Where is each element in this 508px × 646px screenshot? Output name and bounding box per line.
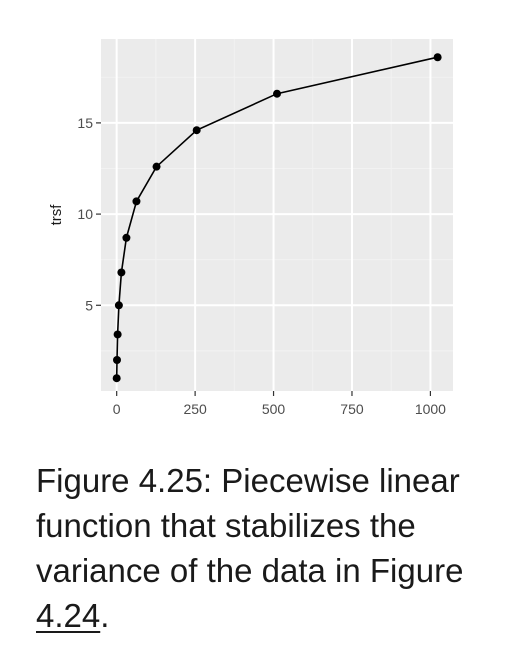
x-tick-label: 500 <box>262 401 286 417</box>
figure-link[interactable]: 4.24 <box>36 597 101 634</box>
x-tick-label: 750 <box>340 401 364 417</box>
x-tick-label: 1000 <box>415 401 446 417</box>
data-point <box>114 301 123 310</box>
caption-text: Figure 4.25: Piecewise linear function t… <box>36 462 464 589</box>
data-point <box>117 268 126 277</box>
data-point <box>433 53 442 62</box>
x-tick-label: 250 <box>183 401 207 417</box>
y-tick-label: 5 <box>85 297 93 313</box>
y-tick-label: 10 <box>77 206 93 222</box>
data-point <box>152 162 161 171</box>
data-point <box>113 355 121 364</box>
data-point <box>273 89 281 98</box>
x-tick-label: 0 <box>113 401 121 417</box>
data-point <box>122 233 131 242</box>
y-axis-title: trsf <box>48 204 65 226</box>
data-point <box>132 197 141 206</box>
chart: 0 250 500 750 1000 5 10 15 trsf <box>48 39 453 417</box>
y-tick-label: 15 <box>77 115 93 131</box>
figure-caption: Figure 4.25: Piecewise linear function t… <box>36 458 496 638</box>
data-point <box>113 330 122 339</box>
data-point <box>192 126 201 135</box>
data-point <box>112 374 121 383</box>
caption-trailing: . <box>100 597 110 634</box>
